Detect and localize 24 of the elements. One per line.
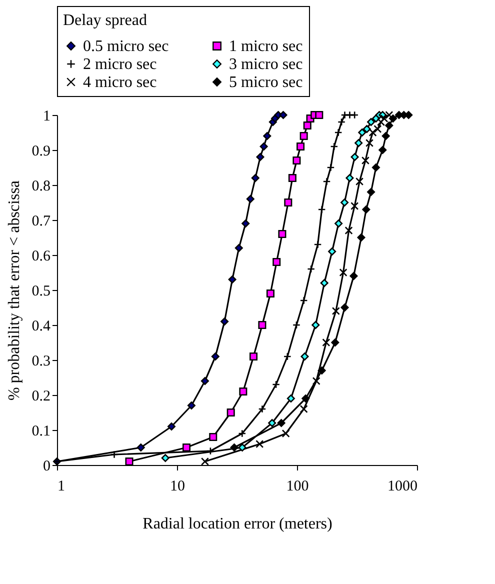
y-tick-label: 0.3: [32, 354, 50, 370]
legend-label: 1 micro sec: [229, 38, 303, 55]
legend-title: Delay spread: [63, 12, 147, 29]
y-axis-title: % probability that error < abscissa: [6, 180, 23, 401]
x-tick-label: 1000: [388, 478, 418, 494]
y-tick-label: 0.7: [32, 214, 51, 230]
x-axis-title: Radial location error (meters): [142, 516, 332, 532]
legend-label: 3 micro sec: [229, 56, 303, 73]
legend-label: 4 micro sec: [83, 74, 157, 91]
y-tick-label: 1: [43, 108, 50, 124]
legend-label: 5 micro sec: [229, 74, 303, 91]
y-tick-label: 0.4: [32, 318, 51, 334]
legend-label: 2 micro sec: [83, 56, 157, 73]
x-tick-label: 1: [58, 478, 65, 494]
y-tick-label: 0.6: [32, 248, 51, 264]
y-tick-label: 0.2: [32, 388, 50, 404]
y-tick-label: 0.9: [32, 144, 50, 160]
y-tick-label: 0.1: [32, 424, 50, 440]
x-tick-label: 10: [170, 478, 185, 494]
y-tick-label: 0.8: [32, 178, 50, 194]
legend-label: 0.5 micro sec: [83, 38, 169, 55]
y-tick-label: 0.5: [32, 284, 50, 300]
x-tick-label: 100: [286, 478, 309, 494]
y-tick-label: 0: [43, 458, 50, 474]
